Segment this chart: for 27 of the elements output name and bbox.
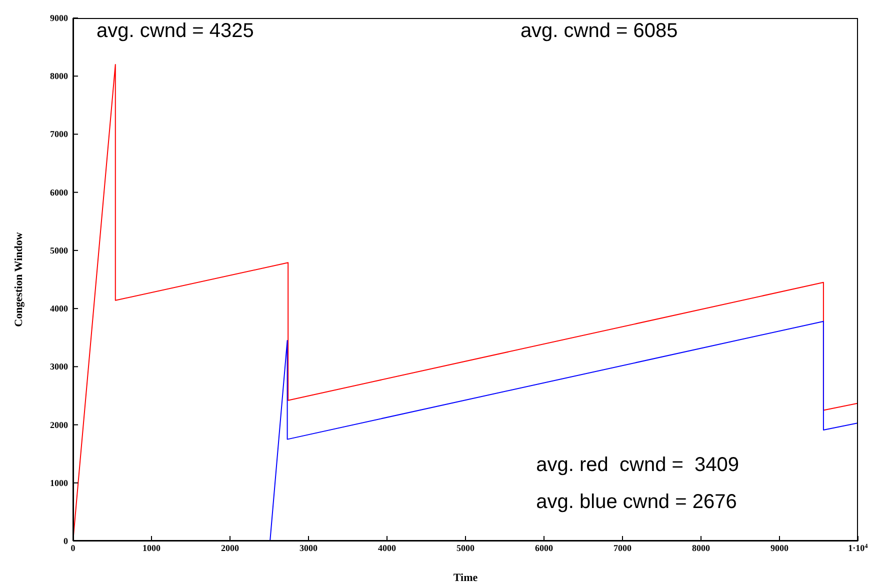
x-tick-label: 2000 [221, 543, 240, 553]
y-tick-label: 8000 [50, 71, 68, 82]
x-tick-label: 1·10$^{4}$ [848, 542, 869, 553]
y-tick-label: 9000 [50, 13, 68, 23]
x-tick-label: 4000 [378, 543, 396, 553]
y-axis-title: Congestion Window [12, 232, 25, 327]
x-tick-label: 0 [70, 543, 76, 553]
y-tick-label: 5000 [50, 245, 68, 256]
y-tick-label: 2000 [50, 420, 68, 430]
x-tick-label: 8000 [692, 543, 710, 553]
x-tick-label: 7000 [614, 543, 632, 553]
annotation: avg. blue cwnd = 2676 [536, 490, 737, 514]
x-tick-label: 3000 [300, 543, 318, 553]
x-tick-label: 5000 [456, 543, 475, 553]
y-tick-label: 7000 [50, 129, 68, 140]
annotation: avg. cwnd = 4325 [96, 20, 254, 43]
y-tick-label: 4000 [50, 304, 68, 314]
y-tick-label: 6000 [50, 187, 68, 198]
x-tick-label: 1000 [142, 543, 161, 553]
x-axis-title: Time [453, 572, 478, 584]
y-tick-label: 0 [64, 536, 68, 546]
annotation: avg. cwnd = 6085 [520, 20, 678, 43]
x-tick-label: 9000 [770, 543, 789, 553]
x-tick-label: 6000 [535, 543, 554, 553]
y-tick-label: 1000 [50, 478, 68, 488]
y-tick-label: 3000 [50, 362, 68, 372]
annotation: avg. red cwnd = 3409 [536, 454, 740, 478]
